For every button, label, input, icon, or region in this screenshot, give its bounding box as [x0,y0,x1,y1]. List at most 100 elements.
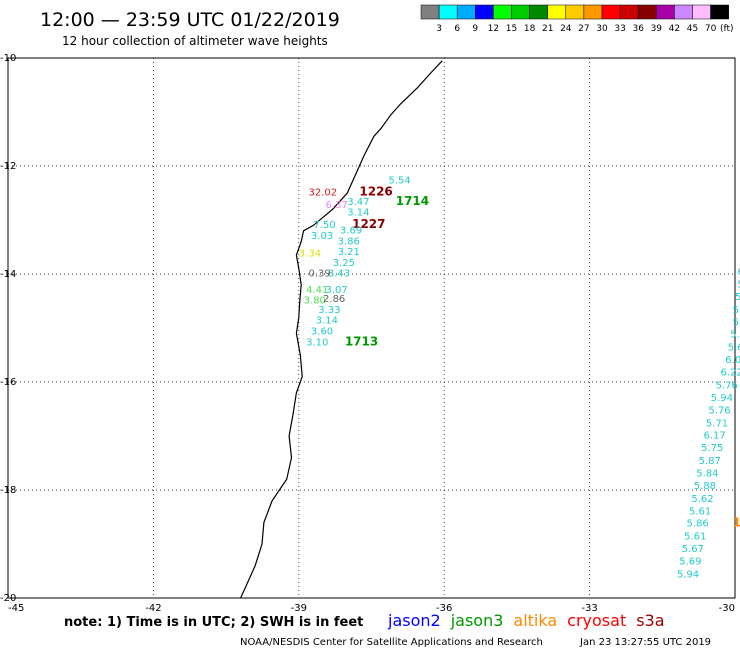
colorbar-label: 27 [578,24,589,34]
colorbar-label: 21 [542,24,553,34]
wave-height-value: 3.69 [340,226,362,237]
colorbar-label: 30 [596,24,608,34]
wave-height-value: 5.76 [716,380,738,391]
wave-height-value: 5.75 [730,330,740,341]
wave-height-value: 5.94 [677,569,699,580]
wave-height-value: 2.86 [323,294,345,305]
lat-tick-label: -18 [0,485,16,496]
track-time-label: 1227 [352,217,385,231]
colorbar-label: 45 [687,24,698,34]
colorbar-swatch [420,4,440,20]
satellite-s3a: s3a [636,611,664,630]
wave-height-value: 3.10 [306,337,328,348]
colorbar-swatch [529,4,548,20]
lon-tick-label: -36 [436,603,452,614]
wave-height-value: 5.87 [699,456,721,467]
lat-tick-label: -10 [0,53,16,64]
wave-height-value: 5.54 [388,175,410,186]
wave-height-value: 6.17 [703,431,725,442]
wave-height-value: 5.61 [733,317,740,328]
wave-height-value: 0.39 [308,269,330,280]
footer-credit: NOAA/NESDIS Center for Satellite Applica… [240,637,543,648]
wave-height-value: 4.41 [306,285,328,296]
colorbar-swatch [637,4,657,20]
color-scale-legend: 3 6 9 12 15 18 21 24 27 30 33 36 39 42 45 70 (ft) [420,4,734,34]
wave-height-value: 3.25 [333,258,355,269]
wave-height-value: 5.69 [679,557,701,568]
colorbar-label: 70 [705,24,717,34]
lat-lon-grid [8,58,735,598]
colorbar-swatch [583,4,603,20]
wave-height-value: 3.03 [311,231,333,242]
track-time-label: 1713 [345,334,378,348]
wave-height-value: 3.34 [299,249,321,260]
colorbar-swatch [547,4,567,20]
wave-height-value: 5.88 [694,481,716,492]
wave-height-value: 3.14 [316,316,338,327]
colorbar-swatch [493,4,512,20]
wave-height-value: 32.02 [308,188,337,199]
colorbar-label: 9 [472,24,478,34]
colorbar-swatch [438,4,458,20]
wave-height-value: 5.4 [733,305,740,316]
wave-height-value: 7.50 [313,220,335,231]
page-title: 12:00 — 23:59 UTC 01/22/2019 [40,9,340,31]
footer-note: note: 1) Time is in UTC; 2) SWH is in fe… [64,615,363,630]
wave-height-value: 5.94 [711,393,733,404]
colorbar-label: 15 [506,24,517,34]
track-time-label: 1226 [359,185,392,199]
colorbar-swatch [619,4,639,20]
colorbar-label: 12 [488,24,499,34]
wave-height-value: 3.14 [347,208,369,219]
track-time-label: 1714 [396,194,429,208]
colorbar-swatch [710,4,729,20]
wave-height-value: 3.47 [347,197,369,208]
wave-height-value: 3.43 [328,269,350,280]
satellite-cryosat: cryosat [567,611,626,630]
colorbar-unit: (ft) [720,24,734,34]
colorbar-label: 33 [614,24,625,34]
wave-height-value: 3.07 [325,285,347,296]
wave-height-value: 5.61 [684,532,706,543]
colorbar-label: 39 [651,24,663,34]
wave-height-value: 5.76 [708,405,730,416]
colorbar-swatch [656,4,675,20]
page-subtitle: 12 hour collection of altimeter wave hei… [62,34,328,48]
colorbar-label: 3 [436,24,442,34]
lat-tick-label: -20 [0,593,16,604]
wave-height-value: 3.33 [318,305,340,316]
wave-height-value: 3.80 [304,296,326,307]
colorbar-label: 24 [560,24,572,34]
wave-height-value: 3.86 [338,236,360,247]
satellite-jason3: jason3 [450,611,504,630]
wave-height-value: 5.62 [691,494,713,505]
lat-tick-label: -16 [0,377,16,388]
colorbar-label: 6 [454,24,460,34]
colorbar-swatch [674,4,693,20]
wave-height-value: 5.84 [696,469,718,480]
lon-tick-label: -39 [291,603,307,614]
wave-height-value: 6.22 [720,368,740,379]
wave-height-value: 3.21 [338,247,360,258]
wave-height-value: 6.05 [725,355,740,366]
colorbar-swatch [511,4,530,20]
wave-height-value: 6. [737,267,740,278]
wave-height-value: 6.37 [325,200,347,211]
wave-height-value: 5.75 [701,443,723,454]
coastline [240,60,443,599]
colorbar-swatch [601,4,621,20]
colorbar-label: 36 [632,24,644,34]
wave-height-value: 5.71 [706,418,728,429]
map-frame [7,57,736,599]
colorbar-label: 42 [669,24,680,34]
wave-height-value: 5.86 [687,519,709,530]
wave-height-value: 5.60 [728,343,740,354]
wave-height-value: 5. [737,280,740,291]
wave-height-value: 5.61 [689,506,711,517]
colorbar-label: 18 [524,24,536,34]
satellite-jason2: jason2 [387,611,441,630]
lon-tick-label: -30 [719,603,735,614]
wave-height-value: 3.60 [311,326,333,337]
